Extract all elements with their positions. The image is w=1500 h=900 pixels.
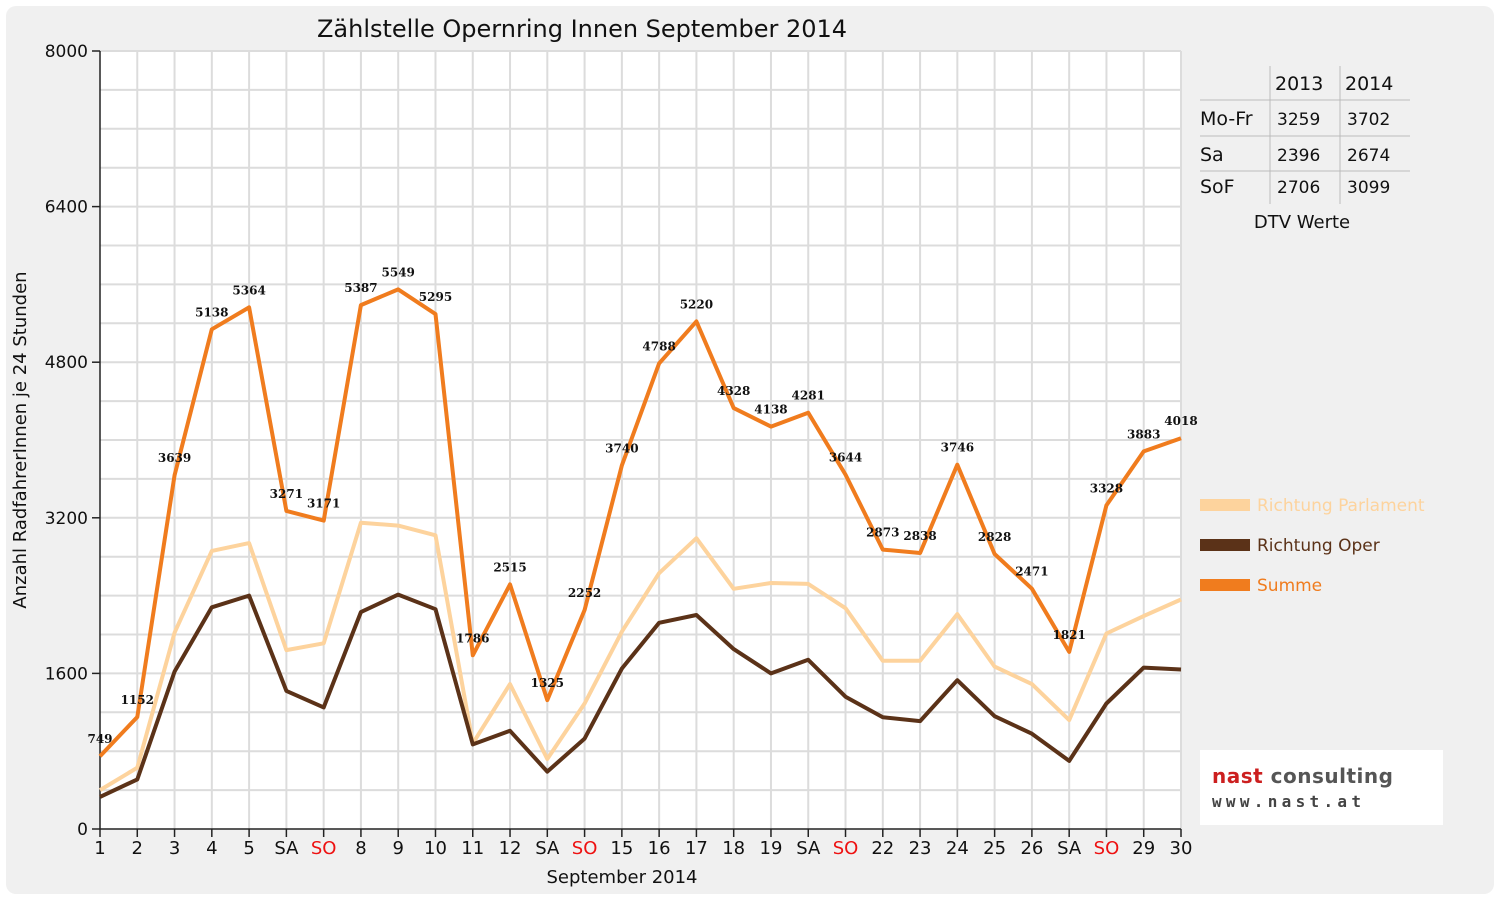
x-tick-label: 25 (983, 838, 1006, 859)
x-tick-label: 10 (424, 838, 447, 859)
x-tick-label: SO (311, 838, 337, 859)
x-tick-label: SO (572, 838, 598, 859)
x-tick-label: 19 (760, 838, 783, 859)
x-tick-label: SA (1057, 838, 1082, 859)
dtv-header: 2013 (1275, 73, 1323, 95)
x-tick-label: 17 (685, 838, 708, 859)
dtv-header: 2014 (1345, 73, 1393, 95)
data-label: 3746 (941, 441, 974, 455)
dtv-cell: 3099 (1347, 178, 1390, 198)
data-label: 1821 (1052, 628, 1085, 642)
data-label: 1152 (121, 693, 154, 707)
series-line-2 (98, 287, 1182, 758)
data-label: 749 (87, 732, 112, 746)
data-label: 2838 (903, 529, 936, 543)
x-tick-label: 23 (909, 838, 932, 859)
data-label: 3639 (158, 451, 191, 465)
data-label: 4281 (792, 389, 825, 403)
data-label: 2252 (568, 586, 601, 600)
data-label: 3271 (270, 487, 303, 501)
x-axis-title: September 2014 (546, 867, 697, 888)
x-tick-label: 16 (648, 838, 671, 859)
data-label: 3883 (1127, 427, 1160, 441)
data-label: 4788 (642, 339, 675, 353)
logo-name: nast consulting (1212, 764, 1393, 788)
series-line-0 (98, 520, 1182, 792)
data-label: 2828 (978, 530, 1011, 544)
data-label: 1786 (456, 631, 489, 645)
y-tick-label: 4800 (45, 353, 88, 373)
y-tick-label: 0 (77, 820, 88, 840)
data-label: 5138 (195, 305, 228, 319)
x-tick-label: 22 (871, 838, 894, 859)
x-tick-label: 29 (1132, 838, 1155, 859)
data-label: 2515 (493, 560, 526, 574)
legend-swatch (1200, 499, 1250, 511)
y-tick-label: 1600 (45, 664, 88, 684)
x-tick-label: SA (274, 838, 299, 859)
x-tick-label: 15 (610, 838, 633, 859)
x-tick-label: 5 (243, 838, 254, 859)
data-label: 1325 (531, 676, 564, 690)
legend-swatch (1200, 579, 1250, 591)
dtv-cell: 2396 (1277, 146, 1320, 166)
dtv-caption: DTV Werte (1254, 212, 1350, 233)
logo-name-accent: nast (1212, 764, 1264, 788)
y-tick-label: 8000 (45, 42, 88, 62)
x-tick-label: 9 (392, 838, 403, 859)
legend-swatch (1200, 539, 1250, 551)
x-tick-label: SO (1094, 838, 1120, 859)
data-label: 4018 (1164, 414, 1197, 428)
y-axis-title: Anzahl RadfahrerInnen je 24 Stunden (10, 271, 31, 608)
data-label: 2873 (866, 526, 899, 540)
x-tick-label: SA (535, 838, 560, 859)
x-tick-label: 2 (132, 838, 143, 859)
x-tick-label: 12 (499, 838, 522, 859)
x-tick-label: 4 (206, 838, 217, 859)
legend-label: Summe (1257, 576, 1322, 596)
data-label: 5220 (680, 297, 713, 311)
x-tick-label: 11 (461, 838, 484, 859)
chart-title: Zählstelle Opernring Innen September 201… (317, 15, 847, 43)
logo-name-rest: consulting (1263, 764, 1394, 788)
x-tick-label: 8 (355, 838, 366, 859)
data-label: 5295 (419, 290, 452, 304)
data-label: 3740 (605, 441, 638, 455)
legend-label: Richtung Parlament (1257, 496, 1425, 516)
data-label: 3328 (1090, 481, 1123, 495)
x-tick-label: 26 (1020, 838, 1043, 859)
logo: nast consulting www.nast.at (1200, 750, 1443, 825)
data-label: 3644 (829, 451, 862, 465)
x-tick-label: SA (796, 838, 821, 859)
y-tick-label: 6400 (45, 198, 88, 218)
legend-label: Richtung Oper (1257, 536, 1380, 556)
x-tick-label: 24 (946, 838, 969, 859)
dtv-row-label: SoF (1200, 176, 1235, 198)
x-tick-label: 18 (722, 838, 745, 859)
data-label: 5364 (232, 283, 265, 297)
dtv-cell: 3702 (1347, 110, 1390, 130)
data-label: 5549 (382, 265, 415, 279)
data-label: 2471 (1015, 565, 1048, 579)
data-label: 4328 (717, 384, 750, 398)
dtv-row-label: Sa (1200, 144, 1224, 166)
x-tick-label: 30 (1170, 838, 1193, 859)
dtv-cell: 2706 (1277, 178, 1320, 198)
x-tick-label: SO (833, 838, 859, 859)
series-line-1 (99, 592, 1182, 799)
x-tick-label: 3 (169, 838, 180, 859)
data-label: 4138 (754, 403, 787, 417)
dtv-cell: 2674 (1347, 146, 1390, 166)
logo-url: www.nast.at (1212, 792, 1366, 811)
data-label: 3171 (307, 497, 340, 511)
x-tick-label: 1 (94, 838, 105, 859)
dtv-cell: 3259 (1277, 110, 1320, 130)
y-tick-label: 3200 (45, 509, 88, 529)
data-label: 5387 (344, 281, 377, 295)
dtv-row-label: Mo-Fr (1200, 108, 1253, 130)
